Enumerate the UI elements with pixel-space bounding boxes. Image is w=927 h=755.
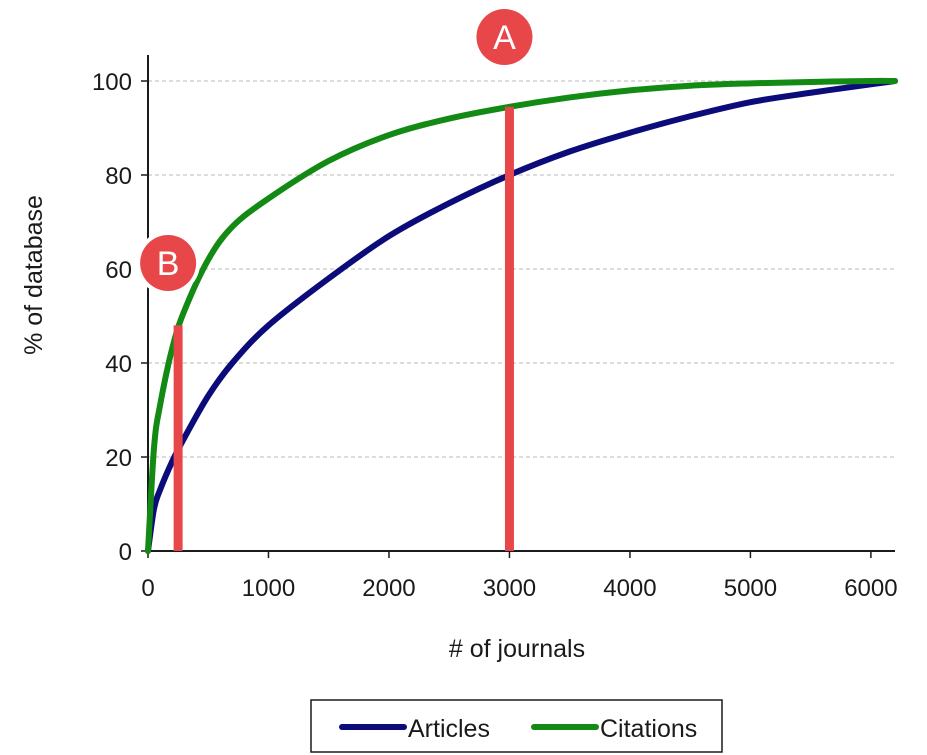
y-tick-label: 40 (105, 351, 132, 378)
x-tick-label: 4000 (603, 575, 656, 602)
marker-badge-a (476, 9, 533, 65)
marker-label-b: B (157, 245, 180, 283)
axis-layer (141, 55, 895, 558)
y-tick-label: 20 (105, 445, 132, 472)
y-tick-label: 100 (92, 69, 132, 96)
x-tick-label: 5000 (724, 575, 777, 602)
x-tick-label: 0 (141, 575, 154, 602)
marker-badge-b (140, 235, 197, 291)
legend: Articles Citations (310, 699, 723, 753)
x-tick-label: 1000 (242, 575, 295, 602)
x-axis-title: # of journals (449, 635, 585, 663)
series-layer (145, 77, 898, 554)
grid-layer (148, 80, 895, 458)
y-axis-title: % of database (20, 195, 48, 355)
series-line-citations (145, 77, 898, 554)
x-tick-label: 6000 (844, 575, 897, 602)
series-line-articles (145, 78, 898, 554)
marker-layer: AB (136, 5, 537, 551)
legend-label-articles: Articles (408, 715, 490, 743)
y-tick-label: 80 (105, 163, 132, 190)
y-tick-label: 60 (105, 257, 132, 284)
legend-label-citations: Citations (600, 715, 697, 743)
y-tick-label: 0 (119, 539, 132, 566)
x-tick-label: 3000 (483, 575, 536, 602)
x-tick-label: 2000 (362, 575, 415, 602)
marker-label-a: A (493, 19, 516, 57)
